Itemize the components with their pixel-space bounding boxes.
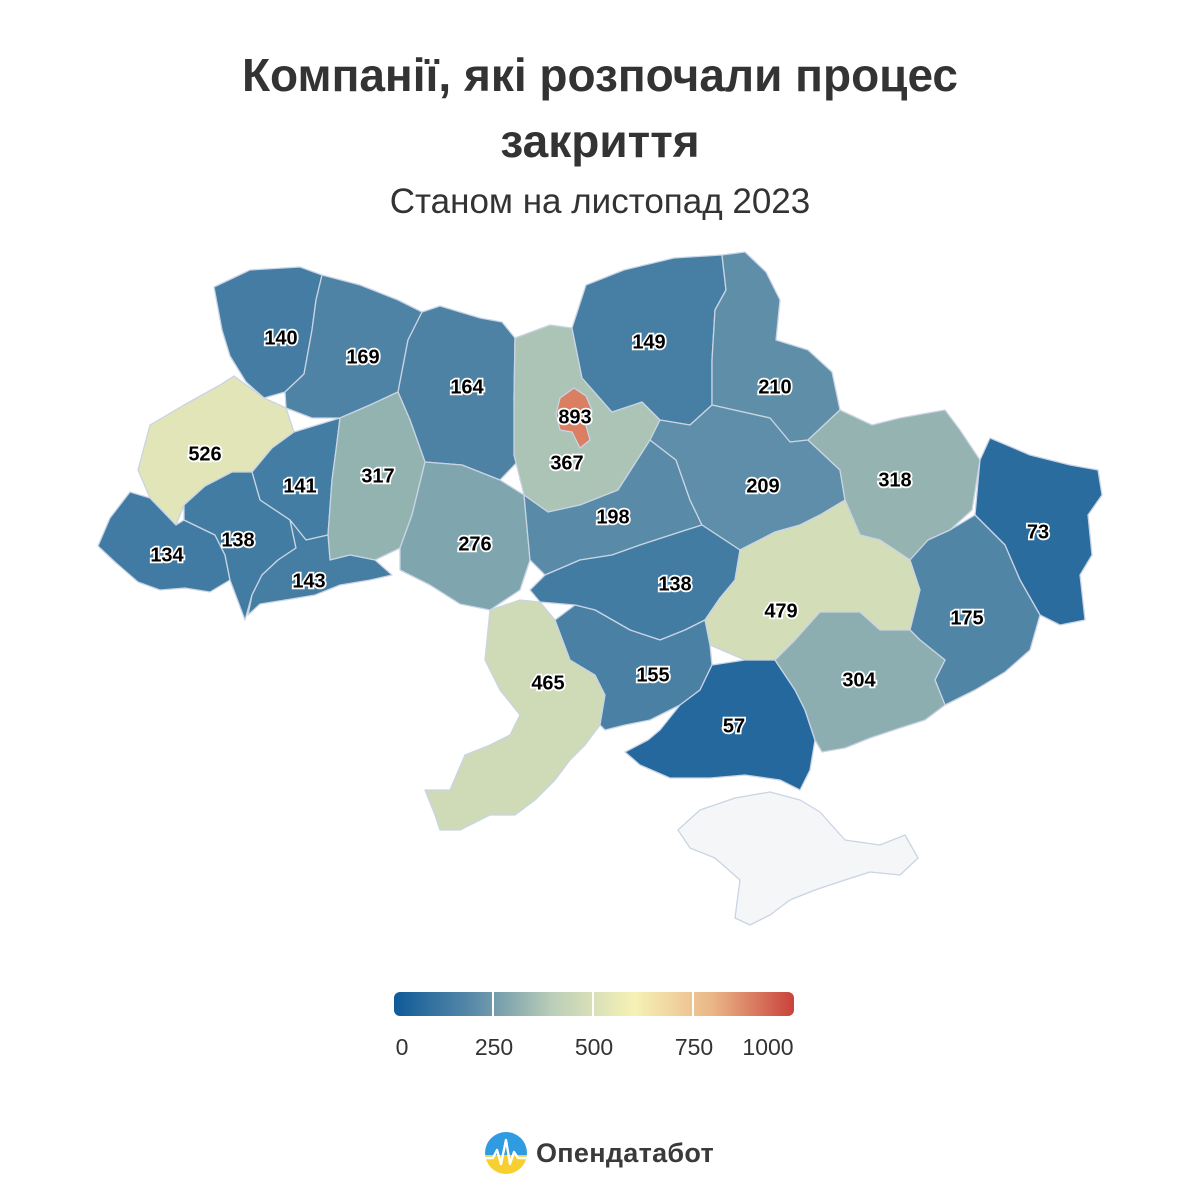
region-khmelnytskyi[interactable] — [327, 391, 426, 561]
region-value-label-kyiv-city: 893 — [558, 406, 591, 428]
color-scale-legend — [394, 992, 794, 1016]
legend-label-250: 250 — [474, 1034, 514, 1060]
region-value-label-ternopil: 141 — [283, 475, 316, 497]
region-value-label-vinnytsia: 276 — [458, 533, 491, 555]
legend-label-500: 500 — [574, 1034, 614, 1060]
region-value-label-odesa: 465 — [531, 672, 564, 694]
brand-logo: Опендатабот — [484, 1130, 714, 1176]
region-value-label-kirovohrad: 138 — [658, 573, 691, 595]
opendatabot-logo-icon — [485, 1132, 527, 1174]
region-value-label-lviv: 526 — [188, 443, 221, 465]
region-kyiv-city[interactable] — [555, 387, 593, 449]
legend-label-0: 0 — [395, 1034, 409, 1060]
legend-divider — [692, 992, 694, 1016]
map-title: Компанії, які розпочали процес закриття — [241, 49, 959, 167]
legend-divider — [492, 992, 494, 1016]
map-subtitle: Станом на листопад 2023 — [389, 182, 811, 221]
region-value-label-zhytomyr: 164 — [450, 376, 484, 398]
legend-divider — [592, 992, 594, 1016]
region-value-label-khmelnytskyi: 317 — [361, 465, 394, 487]
region-value-label-luhansk: 73 — [1027, 521, 1049, 543]
region-value-label-chernivtsi: 143 — [292, 570, 325, 592]
region-value-label-ivano-frankivsk: 138 — [221, 529, 254, 551]
region-value-label-rivne: 169 — [346, 346, 379, 368]
region-zakarpattia[interactable] — [97, 491, 231, 593]
legend-label-1000: 1000 — [742, 1034, 794, 1060]
region-value-label-dnipropetrovsk: 479 — [764, 600, 797, 622]
region-value-label-sumy: 210 — [758, 376, 791, 398]
region-chernivtsi[interactable] — [247, 519, 393, 616]
region-value-label-zaporizhzhia: 304 — [842, 669, 876, 691]
brand-name: Опендатабот — [536, 1137, 715, 1168]
region-value-label-kyiv-oblast: 367 — [550, 452, 583, 474]
region-value-label-volyn: 140 — [264, 327, 297, 349]
region-zaporizhzhia[interactable] — [774, 611, 946, 753]
region-value-label-cherkasy: 198 — [596, 506, 629, 528]
region-crimea — [677, 791, 919, 926]
legend-label-750: 750 — [674, 1034, 714, 1060]
region-value-label-zakarpattia: 134 — [150, 544, 184, 566]
region-value-label-kharkiv: 318 — [878, 469, 911, 491]
region-value-label-donetsk: 175 — [950, 607, 983, 629]
region-value-label-kherson: 57 — [723, 715, 745, 737]
region-value-label-chernihiv: 149 — [632, 331, 665, 353]
region-value-label-poltava: 209 — [746, 475, 779, 497]
region-value-label-mykolaiv: 155 — [636, 664, 669, 686]
